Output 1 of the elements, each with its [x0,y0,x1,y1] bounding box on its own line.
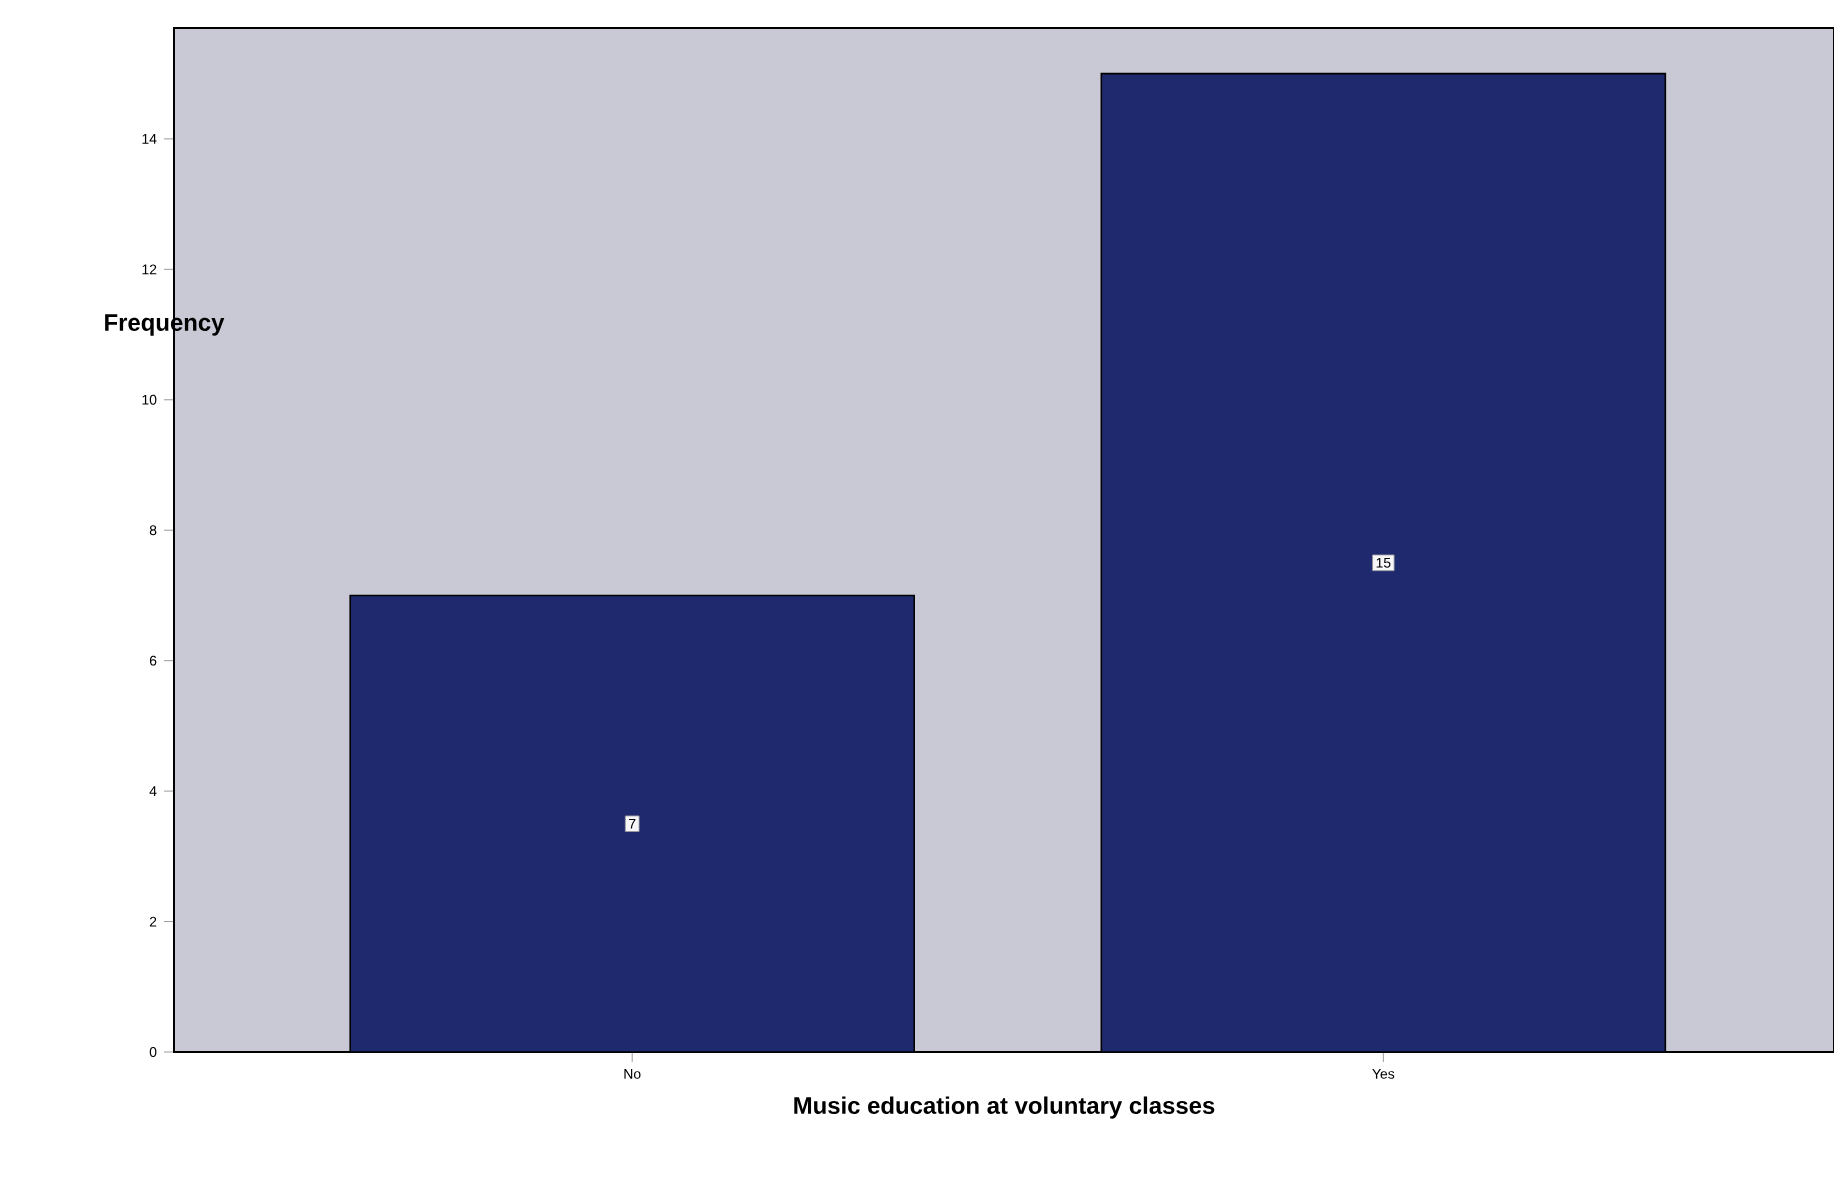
x-axis-title: Music education at voluntary classes [794,1096,1215,1119]
